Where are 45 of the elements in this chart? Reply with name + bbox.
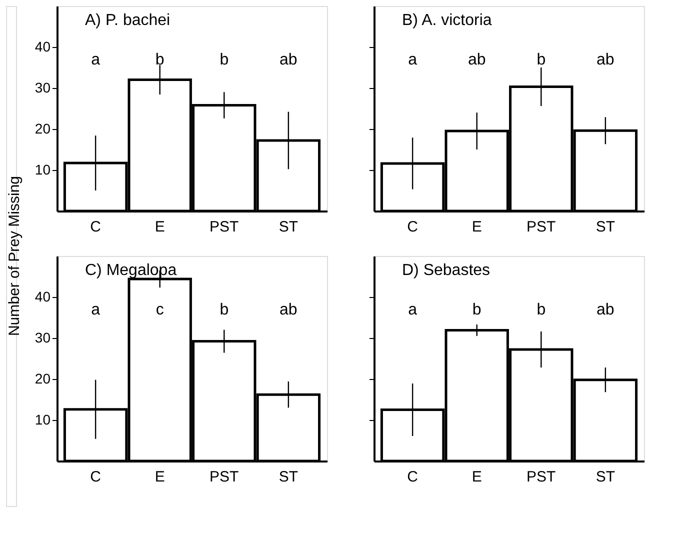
x-tick-label: PST [210, 468, 239, 486]
annotation: b [536, 51, 546, 68]
x-tick-label: C [407, 218, 418, 236]
annotation: a [91, 301, 100, 318]
y-tick-label: 20 [34, 120, 51, 136]
x-tick-label: E [154, 468, 165, 486]
x-tick-label: E [472, 218, 482, 236]
annotation: a [91, 51, 100, 68]
x-tick-label: E [472, 468, 482, 486]
chart-title: B) A. victoria [402, 12, 492, 29]
y-tick-label: 30 [34, 330, 51, 346]
x-tick-label: ST [596, 468, 616, 486]
y-tick-label: 40 [34, 38, 51, 54]
annotation: b [155, 51, 164, 68]
annotation: a [408, 51, 418, 68]
annotation: b [472, 301, 482, 318]
x-tick-label: PST [526, 468, 556, 486]
annotation: ab [468, 51, 486, 68]
annotation: ab [596, 301, 614, 318]
y-axis-title: Number of Prey Missing [6, 176, 23, 336]
x-tick-label: C [90, 468, 102, 486]
y-tick-label: 40 [34, 288, 51, 304]
x-tick-label: ST [278, 218, 298, 236]
annotation: ab [280, 301, 298, 318]
annotation: b [220, 51, 229, 68]
x-tick-label: PST [210, 218, 239, 236]
annotation: b [220, 301, 229, 318]
annotation: c [156, 301, 164, 318]
y-tick-label: 30 [34, 80, 51, 96]
x-tick-label: E [154, 218, 165, 236]
y-tick-label: 20 [34, 370, 51, 386]
annotation: a [408, 301, 418, 318]
chart-title: A) P. bachei [85, 12, 170, 29]
annotation: ab [596, 51, 614, 68]
y-tick-label: 10 [34, 412, 51, 428]
x-tick-label: PST [526, 218, 556, 236]
annotation: b [536, 301, 546, 318]
chart-title: D) Sebastes [402, 262, 490, 279]
annotation: ab [280, 51, 298, 68]
x-tick-label: ST [278, 468, 298, 486]
chart-title: C) Megalopa [85, 262, 177, 279]
x-tick-label: ST [596, 218, 616, 236]
x-tick-label: C [90, 218, 102, 236]
y-tick-label: 10 [34, 162, 51, 178]
x-tick-label: C [407, 468, 418, 486]
